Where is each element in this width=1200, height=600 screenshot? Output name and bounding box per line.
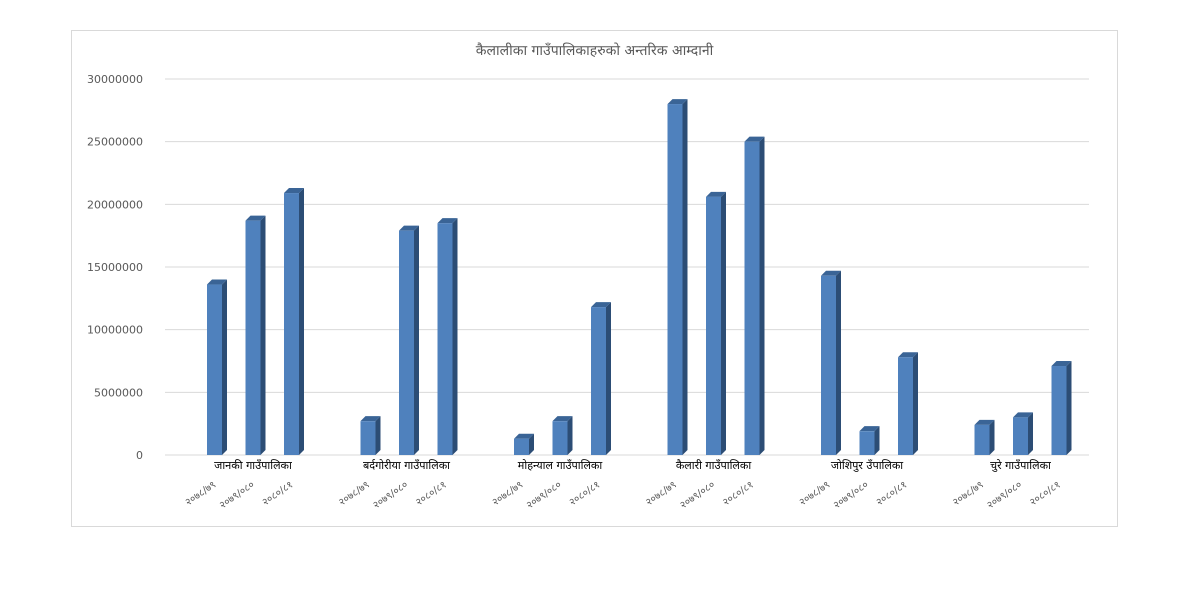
bar-side — [721, 191, 726, 455]
chart-frame: कैलालीका गाउँपालिकाहरुको अन्तरिक आम्दानी… — [71, 30, 1118, 527]
category-label: २०७९/०८० — [218, 479, 257, 511]
bar-side — [874, 426, 880, 455]
bar — [1013, 417, 1028, 455]
bar-top — [552, 416, 573, 422]
category-label: २०८०/८१ — [568, 479, 603, 508]
bar-side — [682, 99, 688, 456]
category-label: २०७९/०८० — [832, 479, 871, 511]
bar — [207, 284, 222, 455]
group-label: बर्दगोरीया गाउँपालिका — [363, 459, 450, 472]
bar — [284, 193, 299, 455]
category-label: २०७९/०८० — [525, 479, 564, 511]
bar-top — [1013, 412, 1033, 418]
category-label: २०८०/८१ — [1028, 479, 1063, 508]
category-label: २०८०/८१ — [261, 479, 296, 508]
bar-side — [222, 279, 227, 455]
bar-chart: 0 5000000 10000000 15000000 20000000 25000000… — [87, 73, 1089, 511]
bar-side — [836, 270, 841, 455]
bar-top — [207, 279, 227, 285]
group-label: मोहन्याल गाउँपालिका — [518, 459, 603, 472]
bar-side — [375, 416, 381, 455]
bar — [552, 421, 568, 455]
category-label: २०७८/७९ — [337, 479, 372, 508]
y-tick-label: 25000000 — [87, 136, 143, 149]
bar-top — [360, 416, 381, 422]
bar-side — [414, 225, 419, 455]
y-tick-label: 15000000 — [87, 261, 143, 274]
category-label: २०७९/०८० — [371, 479, 410, 511]
bar-side — [260, 215, 266, 455]
bar-top — [514, 433, 534, 439]
bar — [667, 104, 683, 456]
bar — [437, 223, 453, 455]
bar — [514, 438, 529, 455]
bar-top — [898, 352, 918, 358]
bar — [706, 196, 721, 455]
group-label: कैलारी गाउँपालिका — [676, 459, 752, 472]
bar-side — [452, 218, 458, 455]
bar-top — [706, 191, 726, 197]
bar — [974, 424, 990, 455]
bar-side — [1028, 412, 1033, 455]
bar-side — [606, 302, 611, 455]
category-label: २०८०/८१ — [875, 479, 910, 508]
y-tick-label: 0 — [136, 449, 143, 462]
bar — [245, 220, 261, 455]
y-tick-label: 5000000 — [94, 386, 143, 399]
bar-side — [299, 188, 304, 455]
bar-top — [1051, 361, 1072, 367]
category-label: २०७८/७९ — [644, 479, 679, 508]
bar — [744, 141, 760, 455]
bar-top — [245, 215, 266, 221]
bar-top — [667, 99, 688, 105]
bar — [399, 230, 414, 455]
y-tick-label: 30000000 — [87, 73, 143, 86]
y-tick-label: 20000000 — [87, 198, 143, 211]
group-label: जानकी गाउँपालिका — [214, 459, 292, 472]
group-label: चुरे गाउँपालिका — [990, 459, 1051, 472]
category-label: २०७९/०८० — [985, 479, 1024, 511]
bar — [898, 357, 913, 455]
bar — [859, 431, 875, 455]
category-label: २०७८/७९ — [798, 479, 833, 508]
bar-top — [284, 188, 304, 194]
bar-top — [437, 218, 458, 224]
bar-top — [399, 225, 419, 231]
bar-top — [744, 136, 765, 142]
category-label: २०७८/७९ — [184, 479, 219, 508]
bar — [821, 275, 836, 455]
bar-top — [974, 419, 995, 425]
bar — [360, 421, 376, 455]
chart-title: कैलालीका गाउँपालिकाहरुको अन्तरिक आम्दानी — [475, 43, 714, 59]
y-tick-label: 10000000 — [87, 324, 143, 337]
bar — [1051, 366, 1067, 455]
bar-side — [759, 136, 765, 455]
category-label: २०८०/८१ — [414, 479, 449, 508]
category-label: २०७८/७९ — [951, 479, 986, 508]
bar-top — [591, 302, 611, 308]
category-label: २०८०/८१ — [721, 479, 756, 508]
bar-side — [913, 352, 918, 455]
bar-top — [859, 426, 880, 432]
group-label: जोशिपुर उँपालिका — [831, 459, 903, 472]
bar-side — [567, 416, 573, 455]
bar-side — [529, 433, 534, 455]
category-label: २०७८/७९ — [491, 479, 526, 508]
bar-side — [1066, 361, 1072, 455]
bar-side — [989, 419, 995, 455]
bar-top — [821, 270, 841, 276]
category-label: २०७९/०८० — [678, 479, 717, 511]
bar — [591, 307, 606, 455]
